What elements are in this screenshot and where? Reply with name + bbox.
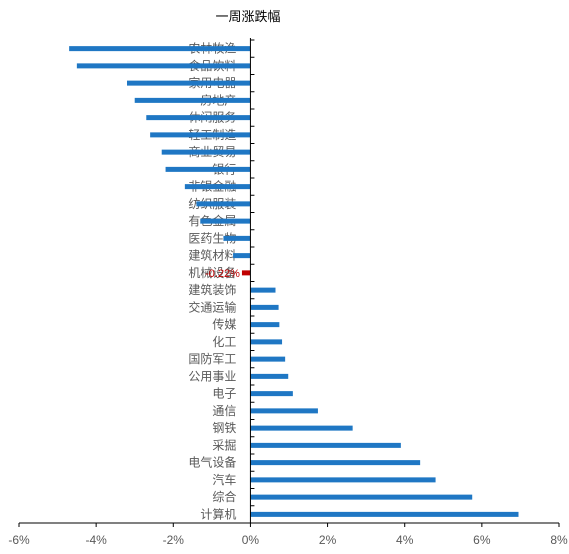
bar — [241, 270, 251, 276]
category-label: 钢铁 — [212, 421, 236, 435]
bar — [196, 201, 251, 207]
category-label: 国防军工 — [188, 351, 236, 366]
bar — [150, 132, 251, 138]
category-label: 通信 — [212, 404, 236, 418]
category-label: 化工 — [212, 335, 236, 349]
bar — [250, 408, 318, 414]
bar — [250, 425, 353, 431]
bar — [161, 149, 251, 155]
bar — [184, 184, 251, 190]
category-label: 电气设备 — [188, 455, 236, 470]
x-tick-label: -4% — [85, 533, 107, 547]
bar — [76, 63, 251, 69]
category-label: 采掘 — [212, 437, 236, 452]
category-label: 建筑材料 — [188, 248, 236, 263]
bar — [250, 287, 276, 293]
bar — [250, 304, 279, 310]
bar — [250, 511, 519, 517]
bar — [134, 97, 251, 103]
x-tick-label: 0% — [242, 533, 260, 547]
category-label: 公用事业 — [188, 369, 236, 383]
x-tick-label: -6% — [8, 533, 30, 547]
bar — [233, 253, 251, 259]
x-tick-label: 2% — [319, 533, 337, 547]
bar — [250, 477, 436, 483]
chart-title: 一周涨跌幅 — [215, 9, 280, 25]
category-label: 交通运输 — [188, 299, 236, 314]
category-label: 传媒 — [212, 317, 236, 332]
x-tick-label: 8% — [550, 533, 568, 547]
category-label: 汽车 — [212, 472, 236, 487]
bar — [200, 218, 251, 224]
bar — [250, 460, 421, 466]
data-label: -0.22% — [205, 268, 240, 280]
category-label: 医药生物 — [188, 231, 236, 245]
bar — [165, 166, 251, 172]
x-tick-label: 4% — [396, 533, 414, 547]
bar — [146, 115, 251, 121]
category-label: 机械设备 — [188, 265, 236, 280]
bar — [250, 442, 401, 448]
bar — [250, 339, 283, 345]
category-label: 综合 — [212, 489, 236, 504]
category-label: 计算机 — [200, 506, 236, 521]
bar — [250, 391, 293, 397]
bar — [250, 373, 289, 379]
bar — [250, 356, 286, 362]
category-label: 电子 — [212, 387, 236, 401]
bar — [127, 80, 251, 86]
category-label: 建筑装饰 — [188, 282, 236, 297]
x-tick-label: -2% — [163, 533, 185, 547]
bar — [223, 235, 251, 241]
x-tick-label: 6% — [473, 533, 491, 547]
bar — [250, 494, 473, 500]
bar — [69, 46, 251, 52]
bar — [250, 322, 280, 328]
